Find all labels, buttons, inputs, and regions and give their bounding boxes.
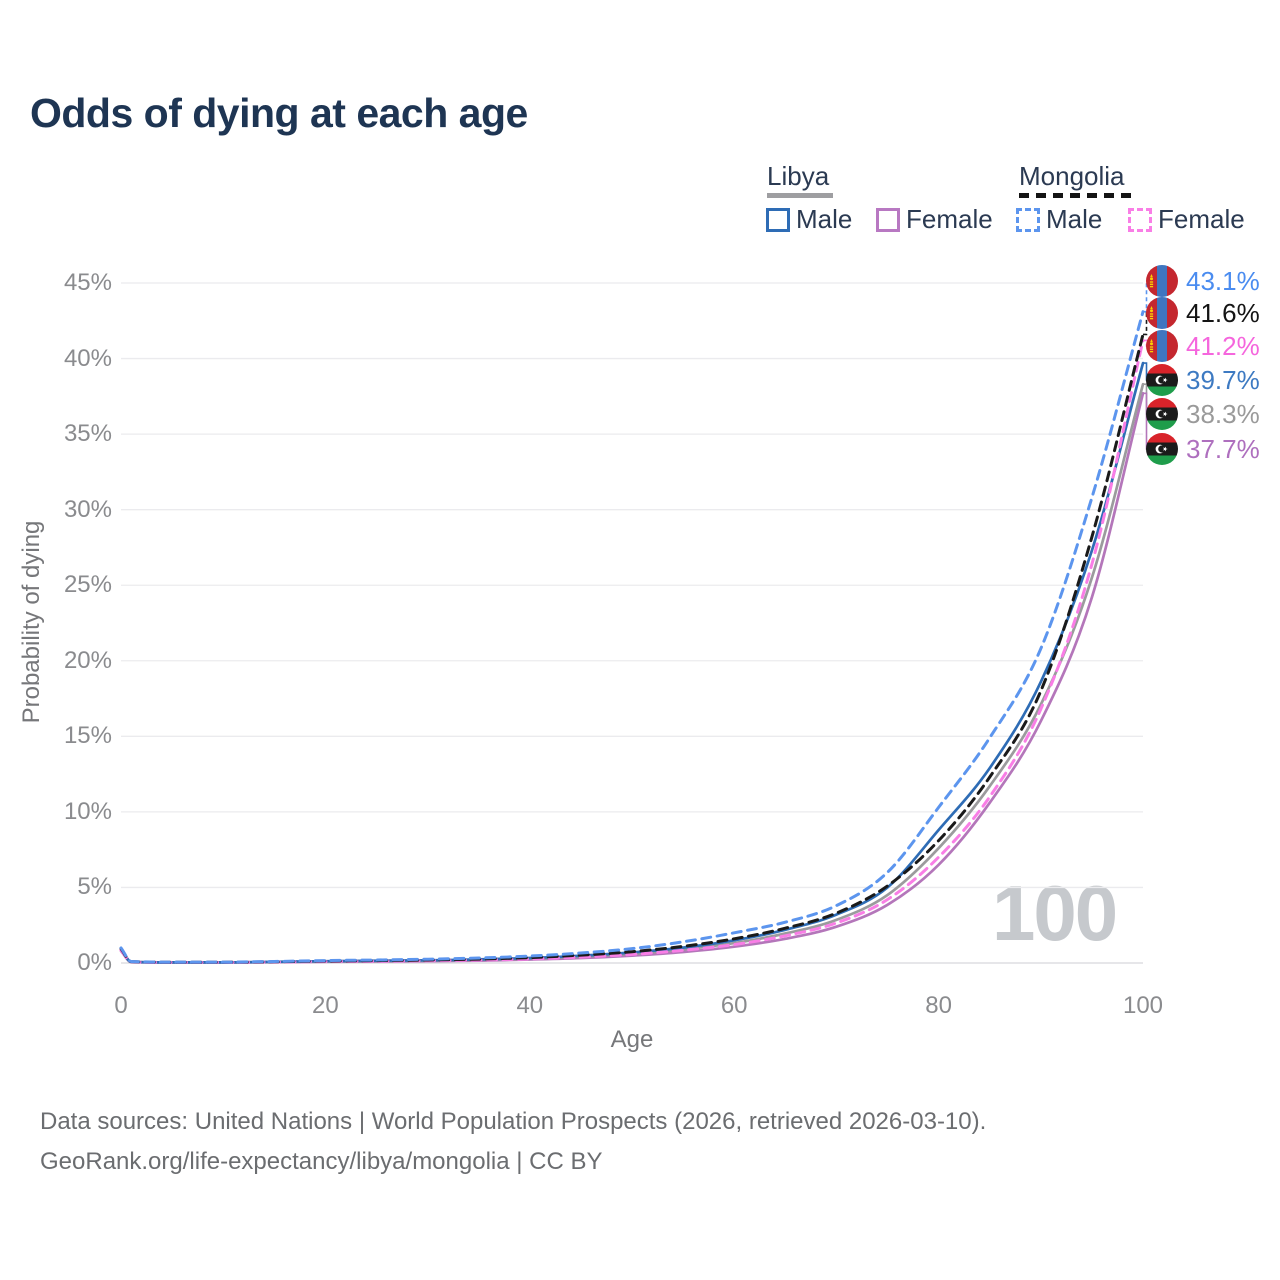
mongolia-flag-icon	[1146, 297, 1178, 329]
end-label-libya-female: 37.7%	[1146, 433, 1260, 465]
x-tick-label: 60	[720, 992, 748, 1019]
libya-male-swatch-icon[interactable]	[766, 207, 790, 232]
y-tick-label: 30%	[63, 495, 112, 523]
mongolia-male-swatch-icon[interactable]	[1016, 207, 1040, 232]
footer-source: Data sources: United Nations | World Pop…	[40, 1108, 987, 1135]
legend-item-libya-female[interactable]: Female	[876, 204, 993, 235]
x-tick-label: 100	[1122, 992, 1164, 1019]
legend-label[interactable]: Female	[1158, 204, 1245, 234]
footer-url: GeoRank.org/life-expectancy/libya/mongol…	[40, 1148, 603, 1175]
legend-item-libya-male[interactable]: Male	[766, 204, 852, 235]
legend-item-mongolia-male[interactable]: Male	[1016, 204, 1102, 235]
mongolia-flag-icon	[1146, 265, 1178, 297]
series-line-libya-male	[119, 361, 1145, 964]
series-line-mongolia-average	[119, 332, 1145, 964]
end-label-mongolia-female: 41.2%	[1146, 330, 1260, 362]
legend-libya-underline	[767, 193, 833, 198]
y-tick-label: 45%	[63, 269, 112, 296]
libya-flag-icon	[1146, 364, 1178, 396]
y-tick-label: 25%	[63, 571, 112, 599]
legend-mongolia-underline	[1019, 193, 1131, 198]
end-value: 39.7%	[1186, 364, 1260, 395]
end-label-mongolia-male: 43.1%	[1146, 265, 1260, 297]
y-tick-label: 10%	[63, 797, 112, 825]
y-tick-label: 15%	[63, 722, 112, 750]
end-value: 43.1%	[1186, 265, 1260, 296]
series-line-mongolia-female	[119, 338, 1145, 964]
end-value: 41.2%	[1186, 330, 1260, 361]
end-value: 37.7%	[1186, 433, 1260, 464]
leader-line	[1143, 312, 1150, 336]
libya-flag-icon	[1146, 398, 1178, 430]
legend-label[interactable]: Male	[796, 204, 853, 234]
libya-female-swatch-icon[interactable]	[876, 207, 900, 232]
legend-label[interactable]: Male	[1046, 204, 1103, 234]
mongolia-female-swatch-icon[interactable]	[1128, 207, 1152, 232]
age-watermark: 100	[992, 869, 1118, 957]
x-tick-label: 0	[114, 992, 128, 1019]
end-label-libya-male: 39.7%	[1146, 364, 1260, 396]
series-line-libya-average	[119, 382, 1145, 964]
legend-item-mongolia-female[interactable]: Female	[1128, 204, 1245, 235]
series-line-mongolia-male	[119, 310, 1145, 964]
x-tick-label: 80	[925, 992, 952, 1019]
y-tick-label: 40%	[63, 344, 112, 372]
y-tick-label: 20%	[63, 646, 112, 674]
legend-label[interactable]: Female	[906, 204, 993, 234]
y-tick-label: 0%	[77, 949, 112, 976]
page-title: Odds of dying at each age	[30, 90, 528, 136]
mongolia-flag-icon	[1146, 330, 1178, 362]
end-label-libya-average: 38.3%	[1146, 398, 1260, 430]
x-axis-title: Age	[610, 1026, 654, 1053]
y-tick-label: 5%	[77, 873, 112, 901]
end-label-mongolia-average: 41.6%	[1146, 297, 1260, 329]
legend-group-libya-label: Libya	[767, 161, 830, 191]
end-value: 38.3%	[1186, 398, 1260, 429]
x-tick-label: 20	[312, 992, 339, 1019]
series-line-libya-female	[119, 391, 1145, 964]
end-value: 41.6%	[1186, 297, 1260, 328]
legend-group-mongolia-label: Mongolia	[1019, 161, 1125, 191]
libya-flag-icon	[1146, 433, 1178, 465]
x-tick-label: 40	[516, 992, 544, 1019]
y-tick-label: 35%	[63, 420, 112, 448]
